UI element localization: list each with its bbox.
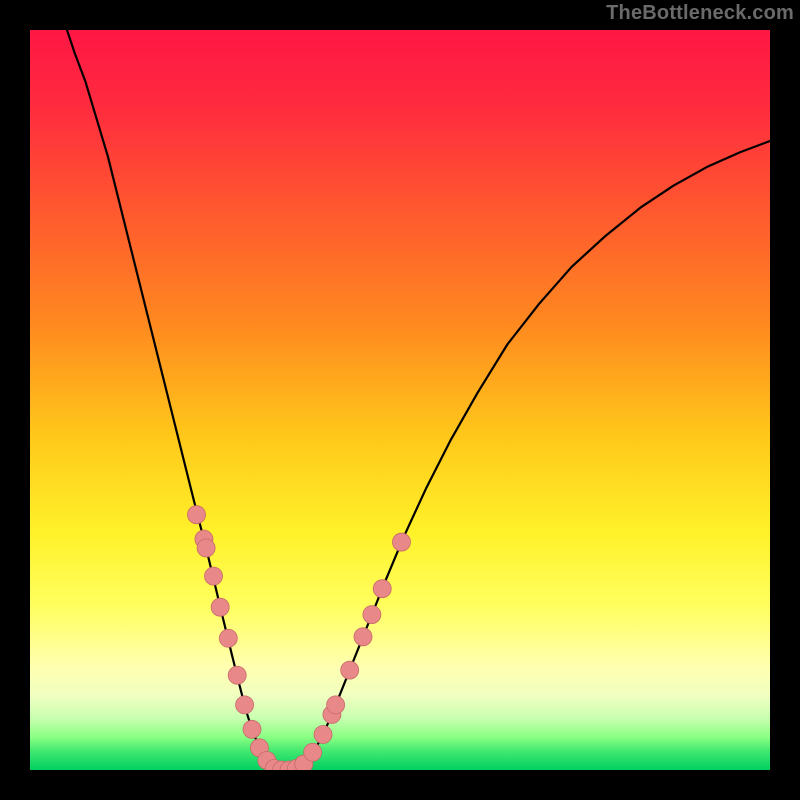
gradient-background xyxy=(30,30,770,770)
marker-point xyxy=(219,629,237,647)
marker-point xyxy=(304,743,322,761)
marker-point xyxy=(341,661,359,679)
marker-point xyxy=(188,506,206,524)
marker-point xyxy=(205,567,223,585)
marker-point xyxy=(373,580,391,598)
marker-point xyxy=(197,539,215,557)
marker-point xyxy=(363,606,381,624)
plot-svg xyxy=(30,30,770,770)
marker-point xyxy=(236,696,254,714)
marker-point xyxy=(327,696,345,714)
marker-point xyxy=(354,628,372,646)
marker-point xyxy=(243,720,261,738)
chart-container: TheBottleneck.com xyxy=(0,0,800,800)
plot-area xyxy=(30,30,770,770)
watermark-text: TheBottleneck.com xyxy=(606,2,794,25)
marker-point xyxy=(211,598,229,616)
marker-point xyxy=(228,666,246,684)
marker-point xyxy=(392,533,410,551)
marker-point xyxy=(314,725,332,743)
